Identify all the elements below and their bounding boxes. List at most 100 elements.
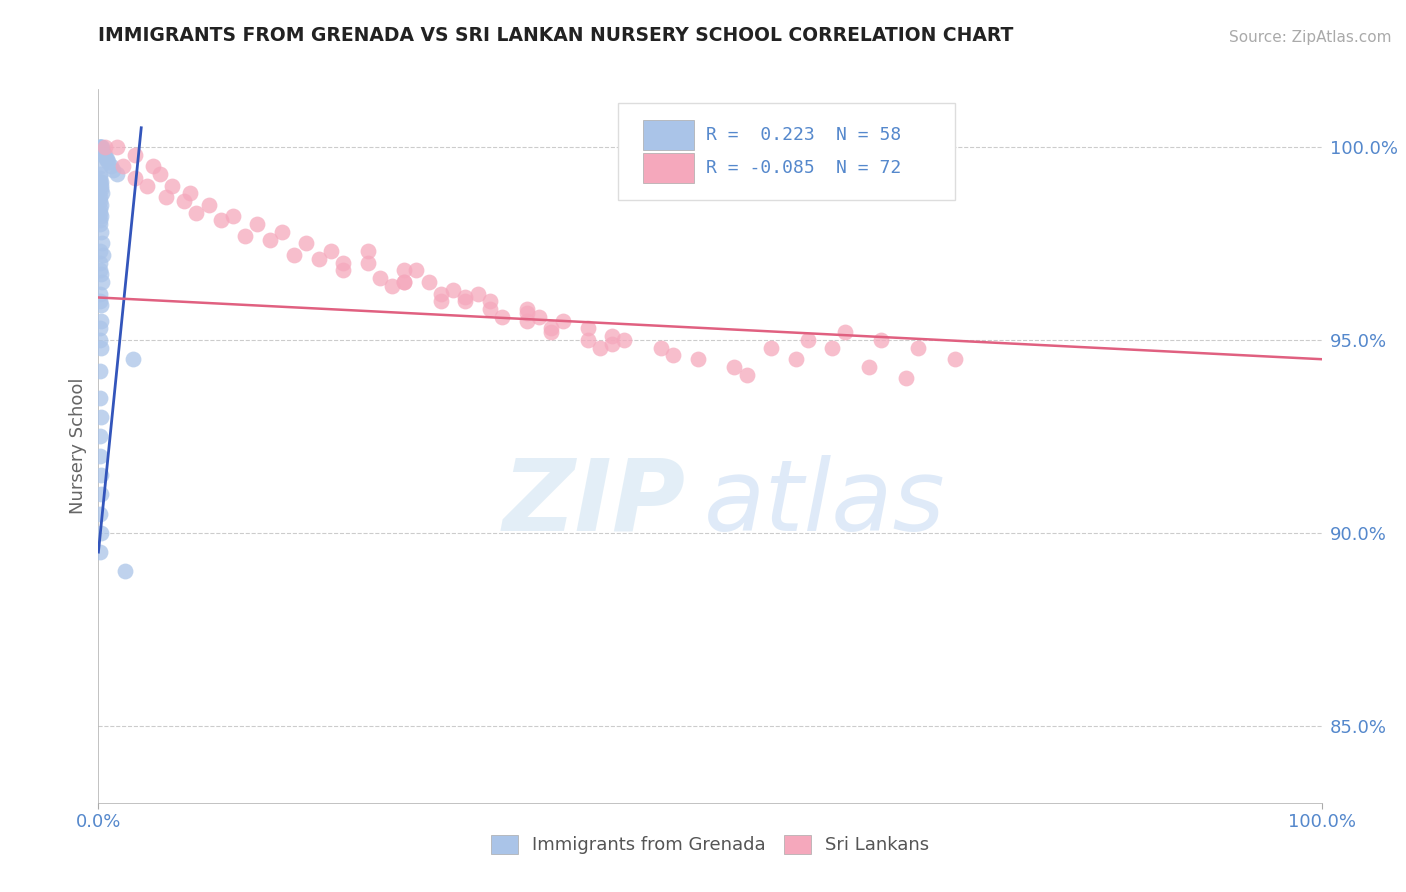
FancyBboxPatch shape bbox=[619, 103, 955, 200]
Point bbox=[89, 140, 111, 154]
Point bbox=[89, 140, 111, 154]
Point bbox=[124, 148, 146, 162]
Point bbox=[478, 294, 501, 309]
Point bbox=[430, 294, 453, 309]
Point bbox=[735, 368, 758, 382]
Point bbox=[246, 217, 269, 231]
Point bbox=[90, 341, 112, 355]
Point bbox=[111, 159, 134, 173]
Point bbox=[89, 294, 111, 309]
Legend: Immigrants from Grenada, Sri Lankans: Immigrants from Grenada, Sri Lankans bbox=[484, 828, 936, 862]
Point bbox=[90, 298, 112, 312]
Point bbox=[613, 333, 636, 347]
Point bbox=[89, 202, 111, 216]
Point bbox=[94, 152, 117, 166]
Point bbox=[270, 225, 294, 239]
Point bbox=[319, 244, 342, 259]
Point bbox=[89, 391, 111, 405]
Point bbox=[105, 167, 128, 181]
Point bbox=[93, 148, 115, 162]
Point bbox=[101, 163, 124, 178]
Point bbox=[91, 144, 114, 158]
Point bbox=[540, 321, 562, 335]
Point bbox=[454, 291, 477, 305]
Point bbox=[90, 268, 112, 282]
Text: N = 72: N = 72 bbox=[837, 160, 901, 178]
Point bbox=[90, 140, 112, 154]
Point bbox=[89, 213, 111, 227]
Point bbox=[136, 178, 159, 193]
Point bbox=[576, 321, 599, 335]
Point bbox=[907, 341, 929, 355]
Point bbox=[491, 310, 513, 324]
Point bbox=[405, 263, 427, 277]
Point bbox=[90, 225, 112, 239]
Point bbox=[686, 352, 709, 367]
Point bbox=[93, 140, 115, 154]
Point bbox=[797, 333, 820, 347]
Point bbox=[89, 449, 111, 463]
Point bbox=[89, 194, 111, 208]
Point bbox=[100, 159, 122, 173]
Point bbox=[89, 256, 111, 270]
Point bbox=[89, 364, 111, 378]
Point bbox=[89, 244, 111, 259]
Point bbox=[155, 190, 177, 204]
Point bbox=[430, 286, 453, 301]
Point bbox=[283, 248, 305, 262]
Point bbox=[89, 190, 111, 204]
Point bbox=[527, 310, 550, 324]
Text: IMMIGRANTS FROM GRENADA VS SRI LANKAN NURSERY SCHOOL CORRELATION CHART: IMMIGRANTS FROM GRENADA VS SRI LANKAN NU… bbox=[98, 26, 1014, 45]
Point bbox=[516, 313, 538, 327]
Point bbox=[441, 283, 464, 297]
Point bbox=[91, 186, 114, 201]
Text: Source: ZipAtlas.com: Source: ZipAtlas.com bbox=[1229, 29, 1392, 45]
Point bbox=[259, 233, 281, 247]
Point bbox=[785, 352, 807, 367]
Point bbox=[160, 178, 183, 193]
Point bbox=[662, 348, 685, 362]
Point bbox=[90, 467, 112, 482]
Point bbox=[222, 210, 245, 224]
Point bbox=[295, 236, 318, 251]
Point bbox=[90, 313, 112, 327]
Point bbox=[90, 198, 112, 212]
Point bbox=[392, 275, 416, 289]
Point bbox=[90, 182, 112, 196]
Point bbox=[90, 178, 112, 193]
Point bbox=[540, 325, 562, 339]
Point bbox=[89, 545, 111, 559]
Point bbox=[197, 198, 219, 212]
Point bbox=[186, 205, 208, 219]
Text: atlas: atlas bbox=[704, 455, 946, 551]
Point bbox=[589, 341, 612, 355]
Point bbox=[90, 175, 112, 189]
Point bbox=[90, 487, 112, 501]
Point bbox=[553, 313, 575, 327]
Point bbox=[308, 252, 330, 266]
Point bbox=[89, 170, 111, 185]
Point bbox=[723, 359, 745, 374]
Point bbox=[89, 159, 111, 173]
Point bbox=[381, 279, 404, 293]
Point bbox=[576, 333, 599, 347]
FancyBboxPatch shape bbox=[643, 153, 695, 184]
Point bbox=[89, 507, 111, 521]
Point bbox=[89, 286, 111, 301]
Point bbox=[121, 352, 143, 367]
Point bbox=[356, 256, 378, 270]
Text: ZIP: ZIP bbox=[502, 455, 686, 551]
Point bbox=[173, 194, 195, 208]
Point bbox=[233, 228, 256, 243]
Point bbox=[90, 525, 112, 540]
Point bbox=[91, 275, 114, 289]
Point bbox=[467, 286, 489, 301]
Point bbox=[179, 186, 201, 201]
Point bbox=[356, 244, 378, 259]
Point bbox=[89, 333, 111, 347]
Point bbox=[97, 155, 120, 169]
Point bbox=[89, 429, 111, 443]
Point bbox=[600, 329, 623, 343]
Point bbox=[418, 275, 440, 289]
Point bbox=[332, 256, 354, 270]
